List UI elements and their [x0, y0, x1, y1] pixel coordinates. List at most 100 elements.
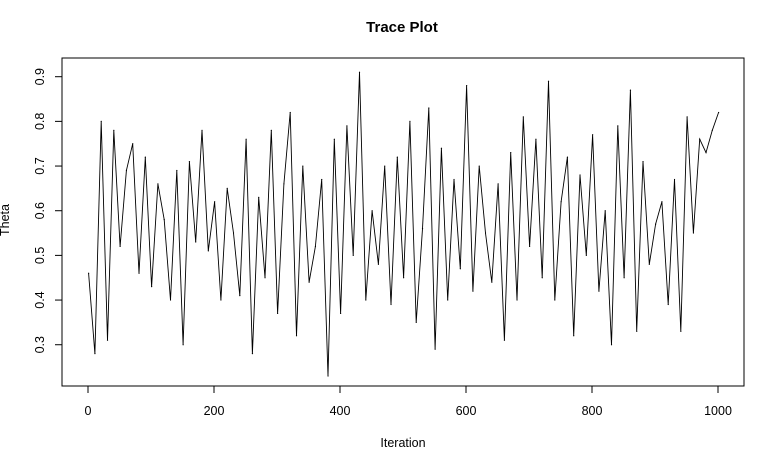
trace-point: [214, 201, 216, 203]
trace-point: [573, 335, 575, 337]
trace-point: [421, 227, 424, 230]
trace-point: [384, 165, 386, 167]
trace-point: [478, 165, 480, 167]
y-tick-label: 0.4: [33, 291, 47, 308]
trace-point: [503, 339, 506, 341]
trace-point: [396, 156, 398, 158]
trace-point: [207, 250, 209, 252]
trace-point: [623, 277, 625, 279]
trace-point: [100, 120, 102, 122]
trace-point: [365, 299, 367, 301]
y-tick-label: 0.8: [33, 113, 47, 130]
trace-point: [680, 330, 682, 332]
trace-point: [245, 138, 247, 140]
trace-point: [270, 129, 272, 131]
trace-point: [302, 165, 304, 167]
trace-point: [239, 294, 241, 297]
trace-point: [176, 169, 178, 172]
trace-point: [220, 299, 222, 301]
trace-point: [195, 241, 197, 243]
trace-point: [201, 129, 203, 131]
trace-point: [497, 183, 499, 185]
trace-point: [579, 174, 581, 176]
trace-point: [283, 183, 285, 185]
trace-point: [138, 272, 140, 274]
x-tick-label: 1000: [704, 404, 732, 418]
trace-point: [554, 299, 556, 301]
trace-point: [169, 299, 172, 301]
trace-point: [144, 156, 146, 158]
trace-point: [541, 277, 543, 279]
trace-point: [314, 245, 317, 248]
x-tick-label: 600: [456, 404, 477, 418]
trace-point: [686, 116, 688, 118]
trace-point: [232, 232, 235, 234]
trace-point: [535, 138, 537, 140]
trace-point: [472, 290, 474, 292]
trace-point: [119, 245, 121, 248]
trace-point: [277, 312, 279, 315]
y-tick-label: 0.9: [33, 68, 47, 85]
trace-point: [113, 129, 115, 131]
trace-point: [327, 375, 329, 377]
y-tick-label: 0.3: [33, 336, 47, 353]
x-axis: 0 200 400 600 800 1000: [85, 385, 732, 418]
trace-point: [648, 263, 650, 265]
trace-point: [529, 245, 531, 248]
trace-point: [415, 321, 417, 323]
trace-point: [610, 344, 613, 346]
y-tick-label: 0.6: [33, 202, 47, 219]
trace-point: [226, 187, 228, 189]
trace-point: [151, 286, 153, 288]
trace-point: [718, 111, 720, 114]
trace-point: [661, 201, 663, 203]
trace-point: [617, 125, 619, 127]
trace-point: [163, 219, 165, 221]
trace-point: [592, 134, 594, 136]
trace-point: [516, 299, 518, 301]
y-tick-label: 0.5: [33, 247, 47, 264]
trace-point: [88, 272, 90, 274]
trace-point: [453, 178, 455, 181]
x-tick-label: 200: [204, 404, 225, 418]
trace-point: [346, 125, 348, 127]
trace-point: [371, 210, 373, 212]
trace-point: [358, 71, 361, 73]
trace-point: [692, 232, 695, 234]
trace-point: [106, 339, 109, 341]
trace-point: [667, 303, 669, 306]
trace-point: [466, 85, 468, 87]
trace-point: [705, 152, 707, 154]
series-group: [88, 71, 720, 377]
trace-point: [251, 353, 254, 355]
trace-point: [295, 335, 298, 337]
trace-point: [340, 312, 342, 315]
trace-point: [459, 268, 461, 270]
trace-point: [598, 290, 600, 292]
trace-series-line: [88, 72, 720, 377]
trace-point: [510, 152, 512, 154]
y-axis: 0.3 0.4 0.5 0.6 0.7 0.8 0.9: [33, 68, 63, 353]
trace-point: [711, 129, 713, 131]
trace-point: [428, 107, 430, 109]
trace-point: [94, 353, 96, 355]
trace-point: [629, 89, 632, 91]
trace-point: [434, 348, 436, 350]
trace-point: [560, 201, 562, 203]
trace-point: [403, 277, 405, 279]
trace-point: [308, 281, 310, 283]
trace-point: [491, 281, 493, 283]
trace-point: [440, 147, 443, 149]
trace-point: [333, 138, 335, 140]
trace-point: [188, 160, 191, 163]
trace-point: [547, 80, 550, 82]
trace-point: [289, 111, 291, 114]
trace-point: [352, 254, 354, 256]
chart-title: Trace Plot: [366, 19, 438, 36]
trace-point: [699, 138, 701, 140]
x-tick-label: 0: [85, 404, 92, 418]
x-axis-label: Iteration: [380, 436, 425, 450]
trace-point: [447, 299, 449, 301]
trace-point: [258, 196, 260, 198]
